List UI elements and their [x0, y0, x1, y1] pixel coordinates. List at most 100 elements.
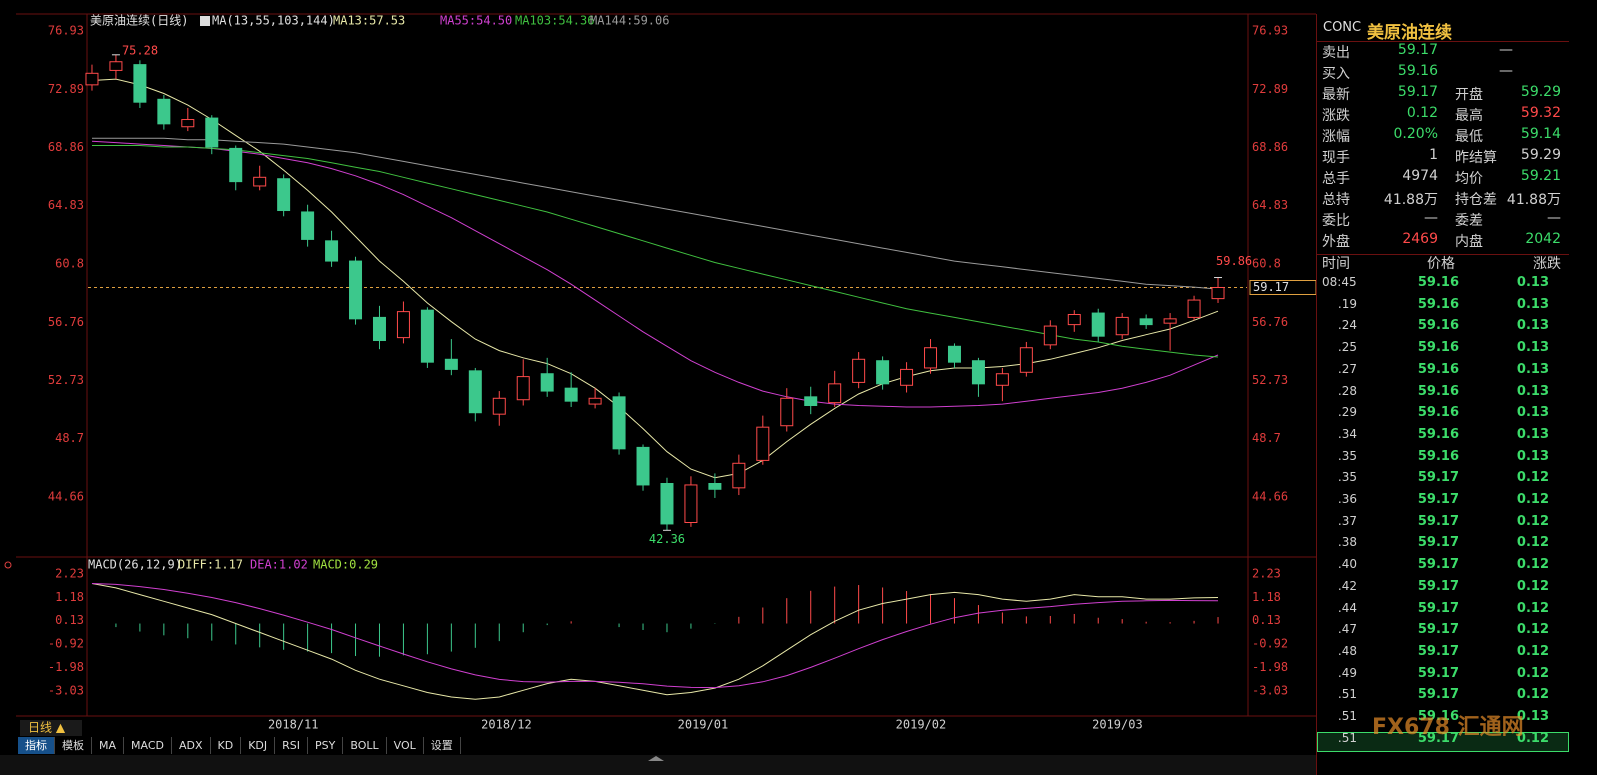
candle-body [732, 462, 746, 489]
y-tick-label: 60.8 [1252, 256, 1281, 270]
y-tick-label: 72.89 [48, 82, 84, 96]
y-tick-label: 0.13 [1252, 613, 1281, 627]
trade-price: 59.16 [1417, 709, 1459, 724]
indicator-tab[interactable]: 设置 [424, 737, 461, 754]
indicator-tab[interactable]: PSY [308, 737, 344, 754]
candle-body [636, 446, 650, 486]
quote-label: 涨幅 [1322, 129, 1350, 145]
trade-price: 59.16 [1417, 361, 1459, 377]
trade-time: .38 [1337, 535, 1357, 550]
candle-body [133, 64, 147, 103]
indicator-tab[interactable]: KDJ [241, 737, 276, 754]
candle-body [420, 309, 434, 363]
trade-change: 0.13 [1516, 709, 1549, 724]
quote-panel: CONC 美原油连续 卖出 59.17 — 买入 59.16 — 最新 59.17 开盘 59.29 涨… [1316, 14, 1569, 775]
quote-label: 持仓差 [1455, 192, 1497, 208]
indicator-tab[interactable]: 指标 [18, 737, 55, 754]
candle-body [756, 426, 770, 461]
y-tick-label: -0.92 [1252, 637, 1288, 651]
quote-label: 卖出 [1322, 45, 1350, 61]
indicator-tab[interactable]: BOLL [343, 737, 387, 754]
period[interactable]: 日线 ▲ [28, 721, 66, 735]
chart-bg [0, 0, 1316, 775]
quote-value: 59.29 [1520, 147, 1561, 163]
indicator-tab[interactable]: KD [211, 737, 242, 754]
quote-label: 外盘 [1322, 234, 1350, 250]
trade-change: 0.12 [1516, 600, 1549, 616]
macd-line [91, 583, 1219, 689]
candle-body [708, 483, 722, 490]
candle-body [181, 119, 195, 128]
indicator-tab[interactable]: VOL [387, 737, 424, 754]
quote-label: 买入 [1322, 66, 1350, 82]
extreme-label: 75.28 [122, 43, 158, 57]
trade-change: 0.12 [1516, 492, 1549, 507]
candle-body [924, 347, 938, 369]
ma-legend: MA144:59.06 [590, 14, 669, 28]
candle-body [1043, 325, 1057, 346]
quote-value: 1 [1429, 147, 1438, 163]
indicator-tab[interactable]: MA [92, 737, 125, 754]
ma-icon [200, 16, 210, 26]
trade-time: .37 [1337, 513, 1357, 528]
trade-change: 0.13 [1516, 405, 1549, 421]
indicator-tabs: 指标 模板 MA MACD ADX KD KDJ RSI PSY BOLL VOL 设置 [18, 737, 461, 754]
scrollbar[interactable] [0, 755, 1316, 775]
divider [1317, 41, 1569, 42]
quote-label: 昨结算 [1455, 150, 1497, 166]
trade-price: 59.16 [1417, 426, 1459, 442]
candle-body [301, 211, 315, 240]
quote-value: 41.88万 [1383, 192, 1438, 208]
trade-change: 0.13 [1516, 275, 1549, 290]
candle-body [564, 387, 578, 402]
trade-time: .29 [1337, 405, 1357, 420]
trade-price: 59.17 [1417, 665, 1459, 681]
trade-price: 59.17 [1417, 578, 1459, 594]
quote-label: 均价 [1455, 171, 1483, 187]
indicator-tab[interactable]: MACD [124, 737, 172, 754]
trade-time: .35 [1337, 448, 1357, 463]
candle-body [1139, 318, 1153, 326]
indicator-tab[interactable]: RSI [275, 737, 309, 754]
trade-price: 59.16 [1417, 383, 1459, 399]
candle-body [1211, 287, 1225, 300]
candle-body [277, 178, 291, 212]
trade-change: 0.12 [1516, 665, 1549, 681]
trade-change: 0.13 [1516, 448, 1549, 464]
candle-body [349, 260, 363, 320]
trade-time: .51 [1337, 730, 1357, 745]
trade-price: 59.17 [1417, 643, 1459, 659]
y-tick-label: 68.86 [1252, 140, 1288, 154]
quote-value: 0.20% [1393, 126, 1438, 142]
y-tick-label: 68.86 [48, 140, 84, 154]
trade-price: 59.16 [1417, 296, 1459, 312]
y-tick-label: 76.93 [1252, 23, 1288, 37]
indicator-tab[interactable]: ADX [172, 737, 211, 754]
period-box[interactable] [20, 720, 82, 736]
candle-body [109, 61, 123, 71]
trade-price: 59.16 [1417, 448, 1459, 464]
last-price-label: 59.17 [1253, 280, 1289, 294]
candle-body [444, 358, 458, 370]
candle-body [1187, 299, 1201, 318]
macd-legend: DIFF:1.17 [178, 558, 243, 572]
trade-price: 59.17 [1417, 492, 1459, 507]
trade-time: .42 [1337, 578, 1357, 593]
trade-price: 59.17 [1417, 730, 1459, 746]
trade-price: 59.16 [1417, 340, 1459, 356]
ma-label: MA(13,55,103,144) [212, 14, 335, 28]
trade-time: .47 [1337, 622, 1357, 637]
trade-change: 0.12 [1516, 513, 1549, 529]
candle-body [852, 358, 866, 383]
quote-value: 59.21 [1520, 168, 1561, 184]
indicator-tab[interactable]: 模板 [55, 737, 92, 754]
scroll-arrow[interactable] [648, 756, 664, 761]
quote-value: — [1547, 210, 1561, 226]
y-tick-label: 64.83 [1252, 198, 1288, 212]
macd-legend: DEA:1.02 [250, 558, 308, 572]
quote-label: 委比 [1322, 213, 1350, 229]
quote-code: CONC [1323, 20, 1362, 35]
trade-price: 59.16 [1417, 318, 1459, 334]
trade-time: .36 [1337, 492, 1357, 506]
